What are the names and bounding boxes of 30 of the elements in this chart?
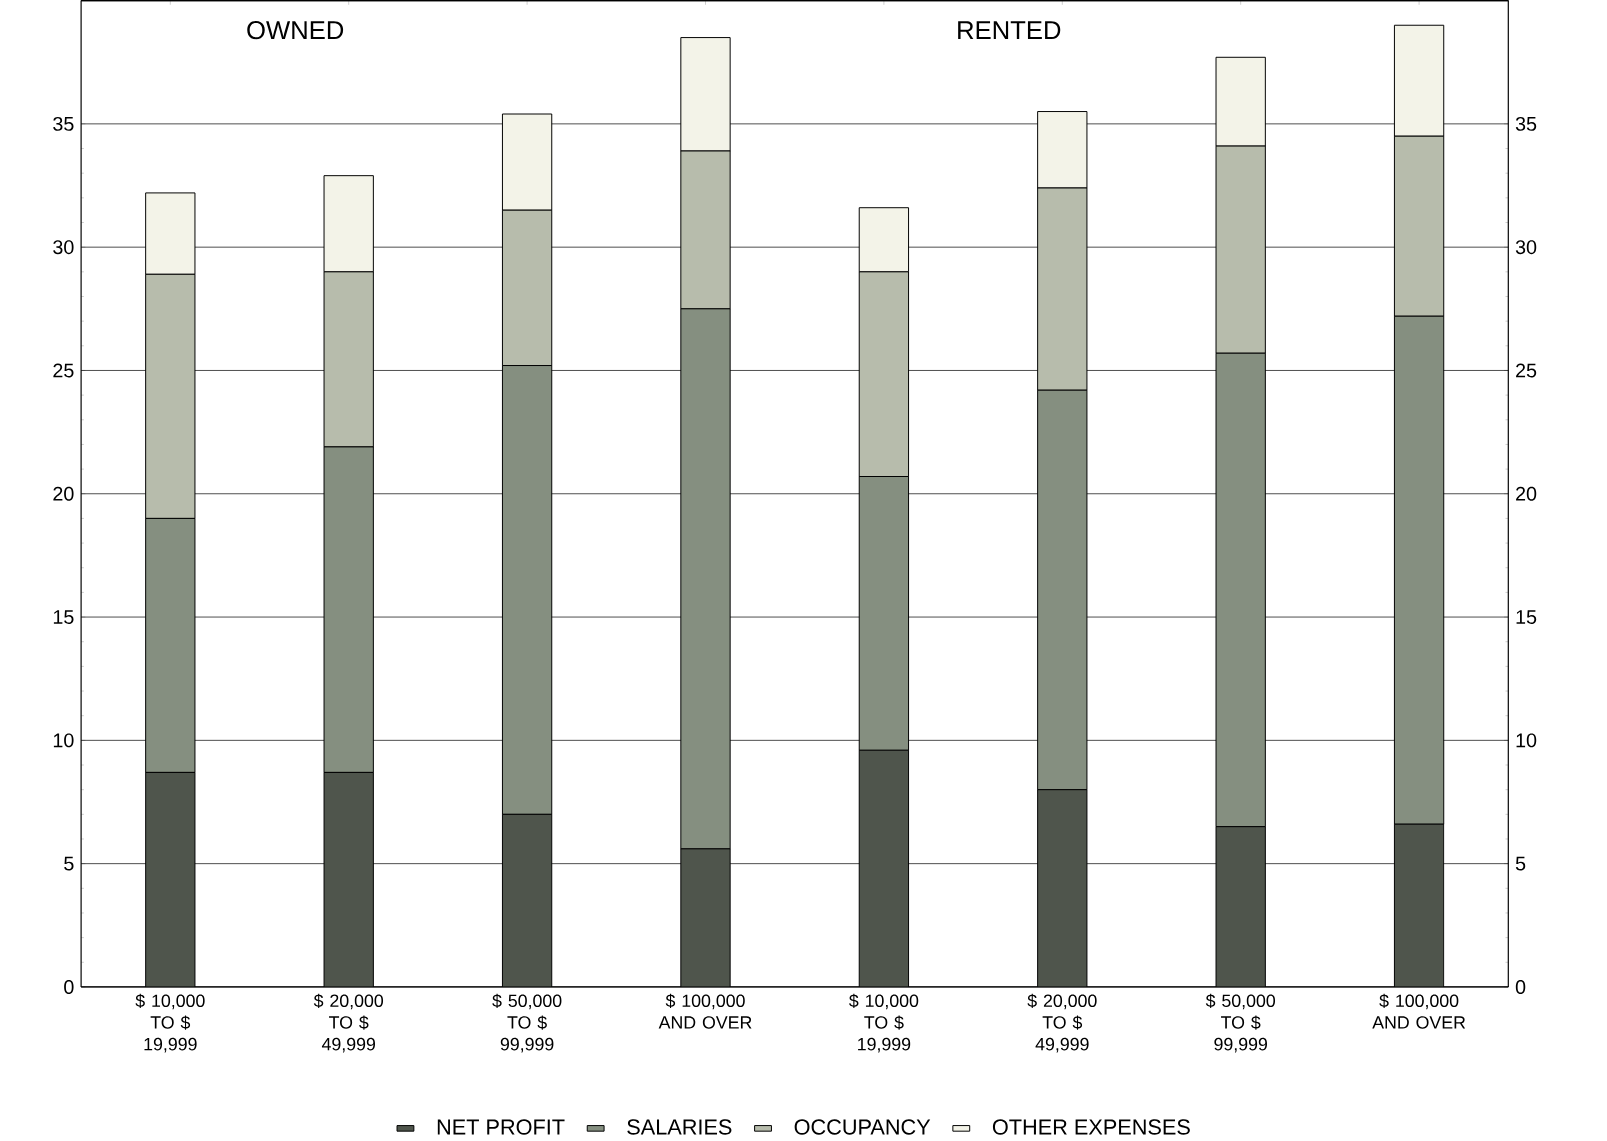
y-tick-label: 20 — [1516, 486, 1537, 501]
y2-tick-label: 35 — [53, 116, 74, 131]
y-tick-label: 25 — [1516, 363, 1537, 378]
x-tick-label: $ 50,000 TO $ 99,999 — [1205, 993, 1276, 1053]
y-tick-label: 35 — [1515, 116, 1537, 131]
annotation: OWNED — [247, 20, 344, 40]
y-tick-label: 15 — [1516, 609, 1537, 624]
y2-tick-label: 20 — [53, 486, 74, 501]
x-tick-label: $ 20,000 TO $ 49,999 — [313, 993, 384, 1053]
y2-tick-label: 5 — [64, 856, 74, 871]
y-tick-label: 30 — [1515, 240, 1537, 254]
annotation: RENTED — [958, 21, 1061, 39]
legend-label: OTHER EXPENSES — [992, 1119, 1190, 1135]
y2-tick-label: 30 — [53, 240, 74, 254]
y-tick-label: 10 — [1516, 733, 1537, 748]
y-tick-label: 5 — [1515, 856, 1526, 871]
legend-label: OCCUPANCY — [794, 1119, 931, 1135]
x-tick-label: $ 100,000 AND OVER — [1372, 993, 1466, 1029]
y2-tick-label: 0 — [64, 979, 74, 994]
legend-label: SALARIES — [627, 1119, 732, 1135]
y2-tick-label: 25 — [53, 363, 74, 378]
y2-tick-label: 15 — [53, 609, 74, 624]
x-tick-label: $ 100,000 AND OVER — [658, 993, 752, 1029]
legend-label: NET PROFIT — [437, 1119, 565, 1135]
x-tick-label: $ 10,000 TO $ 19,999 — [849, 993, 919, 1053]
y2-tick-label: 10 — [53, 733, 74, 748]
y-tick-label: 0 — [1515, 979, 1526, 994]
x-tick-label: $ 10,000 TO $ 19,999 — [135, 993, 205, 1053]
x-tick-label: $ 20,000 TO $ 49,999 — [1027, 993, 1097, 1053]
x-tick-label: $ 50,000 TO $ 99,999 — [492, 993, 562, 1053]
